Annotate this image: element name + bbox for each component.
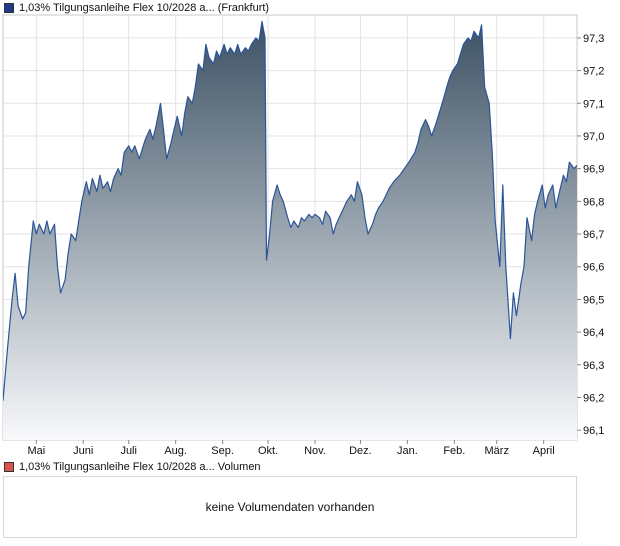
x-tick-label: Aug. [164, 445, 187, 457]
y-tick-label: 97,3 [583, 33, 604, 45]
y-tick-label: 96,3 [583, 360, 604, 372]
y-tick-label: 96,2 [583, 393, 604, 405]
x-tick-label: Nov. [304, 445, 326, 457]
volume-empty-message: keine Volumendaten vorhanden [206, 500, 375, 514]
legend-volume: 1,03% Tilgungsanleihe Flex 10/2028 a... … [4, 460, 261, 474]
x-tick-label: Okt. [258, 445, 278, 457]
y-tick-label: 96,6 [583, 262, 604, 274]
y-tick-label: 96,5 [583, 294, 604, 306]
y-tick-label: 97,2 [583, 66, 604, 78]
price-chart: 96,1 96,2 96,3 96,4 96,5 96,6 96,7 96,8 96,9 97,0… [0, 0, 620, 460]
x-tick-label: Sep. [211, 445, 234, 457]
y-tick-label: 96,8 [583, 196, 604, 208]
x-tick-label: Feb. [443, 445, 465, 457]
y-tick-label: 96,7 [583, 229, 604, 241]
y-tick-label: 97,1 [583, 98, 604, 110]
x-tick-label: Dez. [349, 445, 372, 457]
y-tick-label: 97,0 [583, 131, 604, 143]
x-tick-label: Jan. [397, 445, 418, 457]
y-tick-label: 96,4 [583, 327, 604, 339]
x-tick-label: März [485, 445, 509, 457]
x-tick-label: Juli [120, 445, 137, 457]
legend-volume-label: 1,03% Tilgungsanleihe Flex 10/2028 a... … [19, 461, 261, 473]
x-tick-label: Juni [73, 445, 93, 457]
y-tick-label: 96,1 [583, 425, 604, 437]
y-tick-label: 96,9 [583, 164, 604, 176]
x-tick-label: April [533, 445, 555, 457]
legend-volume-swatch [4, 462, 14, 472]
volume-panel: keine Volumendaten vorhanden [3, 476, 577, 538]
x-tick-label: Mai [27, 445, 45, 457]
